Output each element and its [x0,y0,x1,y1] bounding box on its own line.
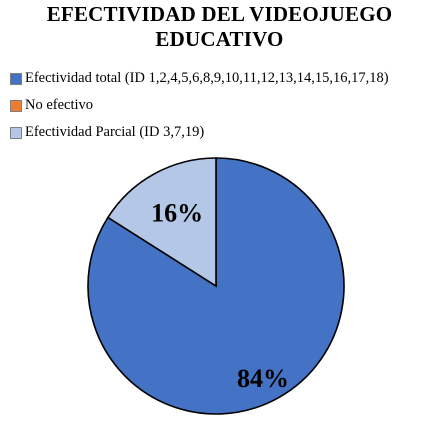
pie-slices [87,157,345,415]
pie-labels: 84% 16% [151,198,289,393]
legend-label-total: Efectividad total (ID 1,2,4,5,6,8,9,10,1… [25,70,389,86]
legend-label-no-efectivo: No efectivo [25,97,94,113]
legend-item-total: Efectividad total (ID 1,2,4,5,6,8,9,10,1… [10,65,389,92]
chart-title-line-1: EFECTIVIDAD DEL VIDEOJUEGO [46,2,393,26]
chart-title-line-2: EDUCATIVO [155,27,284,51]
pie-slice-parcial [106,157,217,288]
legend-swatch-total [10,72,22,85]
legend-item-no-efectivo: No efectivo [10,92,389,119]
chart-legend: Efectividad total (ID 1,2,4,5,6,8,9,10,1… [10,65,389,146]
data-label-parcial: 16% [151,198,203,227]
legend-swatch-no-efectivo [10,99,22,112]
legend-label-parcial: Efectividad Parcial (ID 3,7,19) [25,124,205,140]
legend-item-parcial: Efectividad Parcial (ID 3,7,19) [10,119,389,146]
chart-title: EFECTIVIDAD DEL VIDEOJUEGO EDUCATIVO [0,2,439,52]
legend-swatch-parcial [10,126,22,139]
data-label-total: 84% [237,364,289,393]
